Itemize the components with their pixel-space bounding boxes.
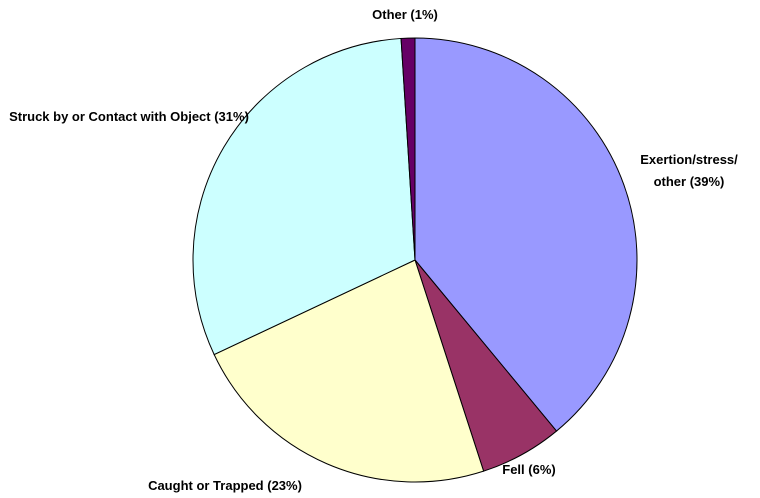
pie-slice [213, 259, 485, 483]
slice-label: Fell (6%) [502, 462, 556, 477]
pie-slice [192, 37, 416, 356]
slice-label: Exertion/stress/ other (39%) [640, 152, 738, 189]
slice-label: Other (1%) [372, 7, 438, 22]
slice-label: Caught or Trapped (23%) [148, 478, 302, 493]
slice-label: Struck by or Contact with Object (31%) [9, 109, 249, 124]
pie-slice [414, 37, 638, 432]
pie-slice [400, 37, 416, 261]
